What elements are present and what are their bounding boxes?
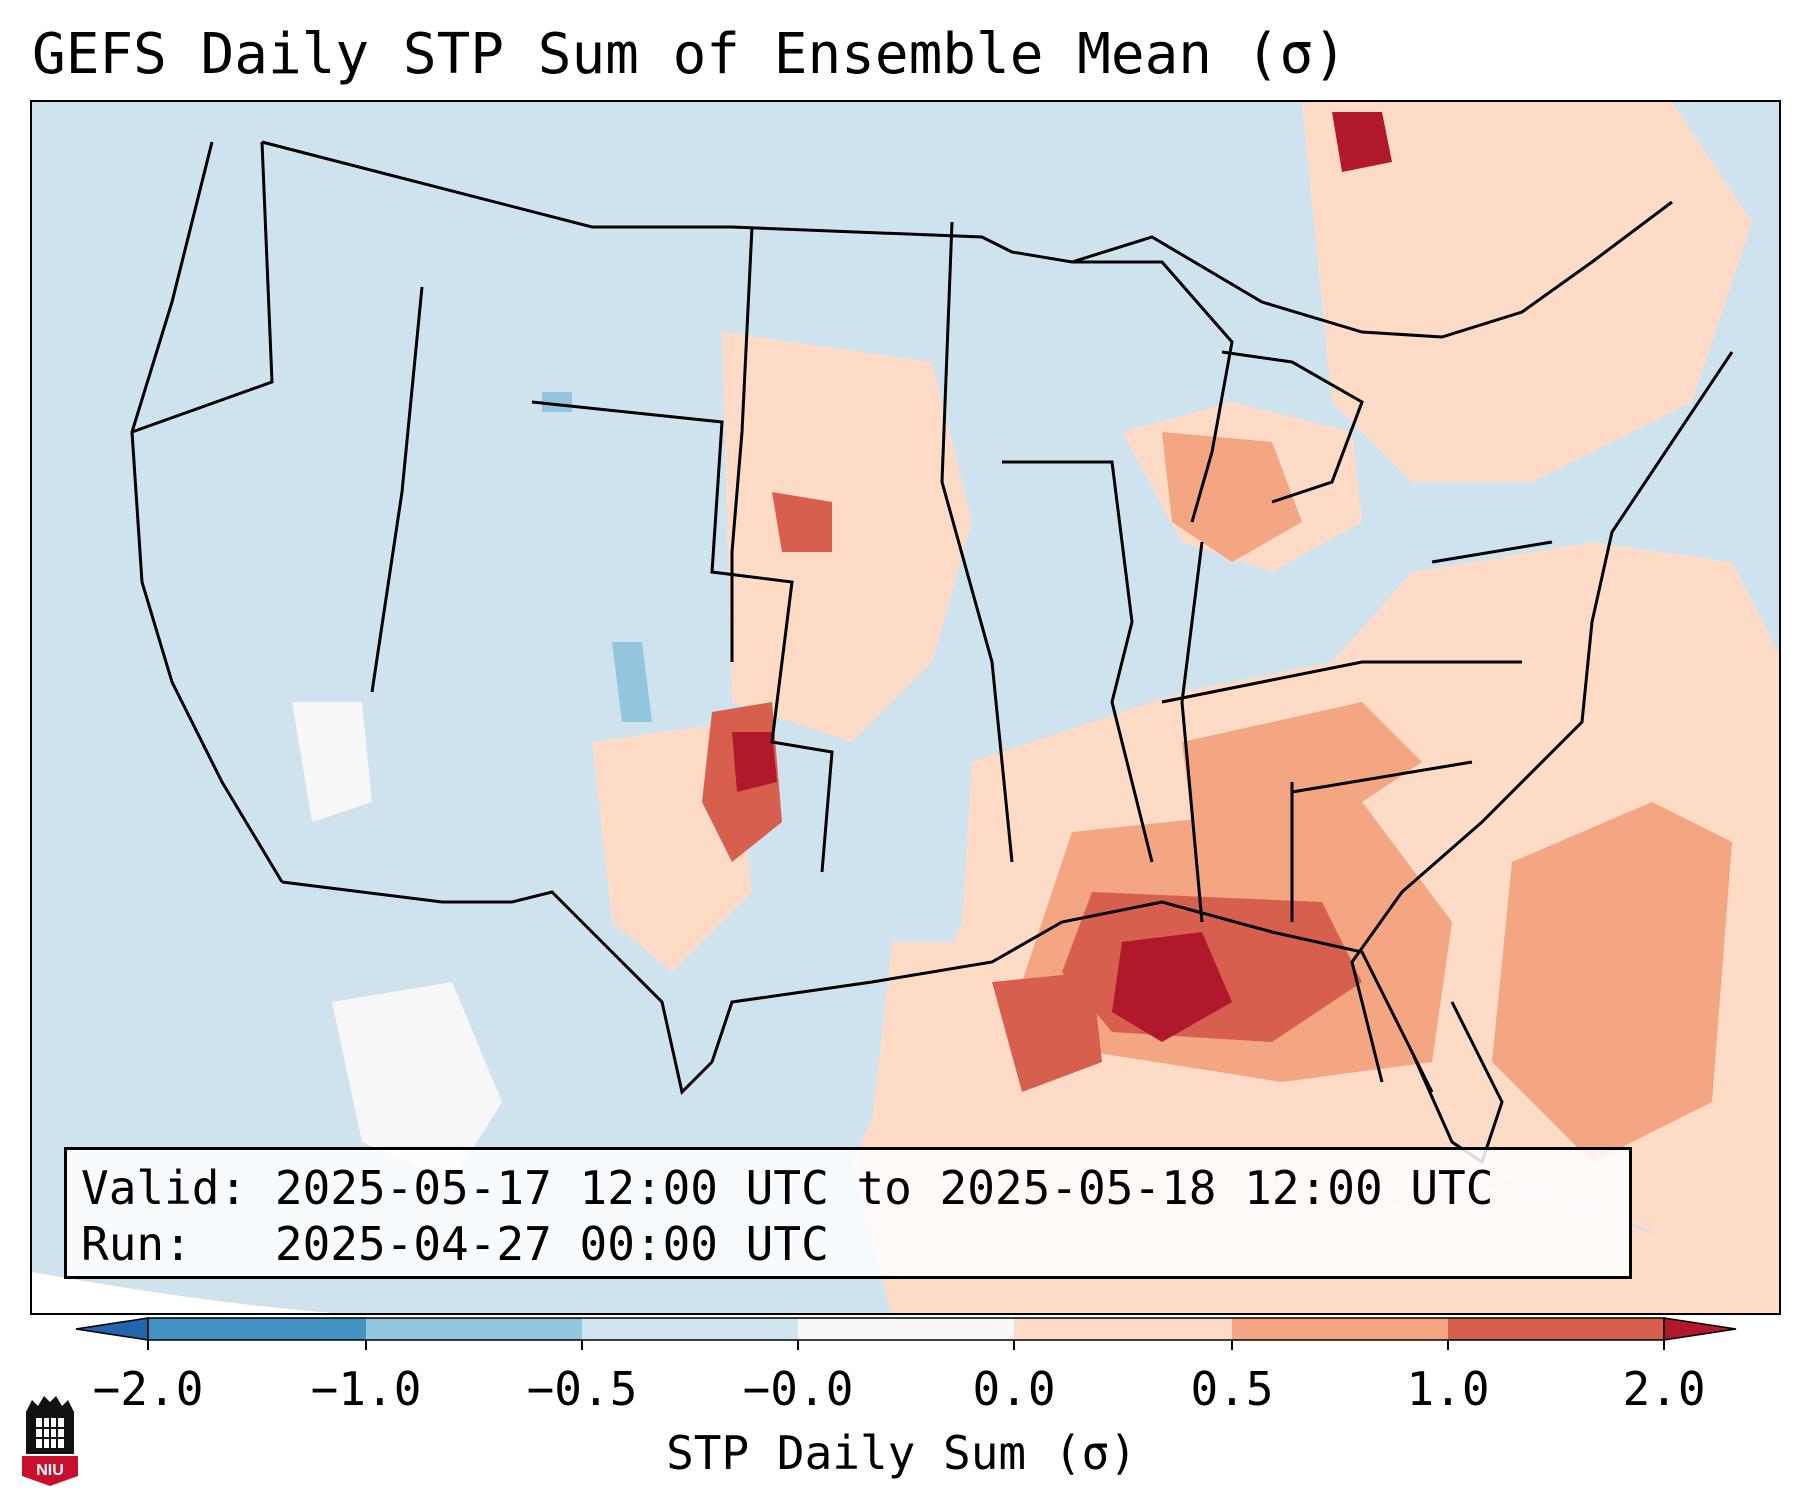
state-line-rockies [370, 286, 834, 873]
colorbar-tick-label: −2.0 [92, 1362, 204, 1416]
colorbar [75, 1317, 1737, 1350]
colorbar-outline [147, 1317, 1665, 1341]
colorbar-tick-label: −0.5 [526, 1362, 638, 1416]
run-value: 2025-04-27 00:00 UTC [274, 1217, 829, 1271]
colorbar-label: STP Daily Sum (σ) [666, 1426, 1137, 1480]
colorbar-tick-label: −0.0 [742, 1362, 854, 1416]
east-coast [1350, 351, 1734, 1083]
west-coast [130, 141, 284, 883]
valid-label: Valid: [81, 1161, 248, 1215]
colorbar-extend-high [1663, 1317, 1737, 1341]
anomaly-core-quebec [1332, 112, 1392, 172]
anomaly-area-dakotas [772, 492, 832, 552]
colorbar-tick-label: 2.0 [1622, 1362, 1706, 1416]
anomaly-area-tennessee [1182, 702, 1422, 822]
logo-shield [22, 1456, 78, 1486]
run-label: Run: [81, 1217, 192, 1271]
anomaly-zero-mexico [332, 982, 502, 1182]
validity-info-box: Valid: 2025-05-17 12:00 UTC to 2025-05-1… [64, 1147, 1632, 1279]
map-panel [30, 100, 1781, 1315]
us-canada-border [261, 140, 1673, 339]
anomaly-area-northeast [1302, 102, 1752, 482]
boundaries [130, 140, 1734, 1165]
anomaly-area-atlantic [1492, 802, 1732, 1162]
state-line-plains [730, 221, 1014, 863]
projection-edge [32, 1272, 334, 1313]
colorbar-tick-label: 0.0 [972, 1362, 1056, 1416]
colorbar-tick-label: 0.5 [1190, 1362, 1274, 1416]
us-mexico-border [281, 880, 714, 1095]
logo-text: NIU [36, 1462, 64, 1479]
anomaly-core-mississippi [1112, 932, 1232, 1042]
colorbar-segment [366, 1318, 582, 1340]
colorbar-extend-low [75, 1317, 149, 1341]
anomaly-area-louisiana [992, 972, 1102, 1092]
colorbar-tick-label: 1.0 [1406, 1362, 1490, 1416]
colorbar-segment [582, 1318, 798, 1340]
colorbar-segment [1014, 1318, 1232, 1340]
state-line-east [1161, 540, 1553, 794]
anomaly-field [292, 102, 1779, 1313]
logo-window-lines [36, 1418, 64, 1448]
valid-value: 2025-05-17 12:00 UTC to 2025-05-18 12:00… [274, 1161, 1494, 1215]
colorbar-segment [1448, 1318, 1664, 1340]
colorbar-segment [148, 1318, 366, 1340]
anomaly-negative-colorado [612, 642, 652, 722]
colorbar-segment [1232, 1318, 1448, 1340]
anomaly-zero-nevada [292, 702, 372, 822]
page-title: GEFS Daily STP Sum of Ensemble Mean (σ) [32, 22, 1347, 87]
anomaly-negative-wyoming [542, 392, 572, 412]
map-canvas [32, 102, 1779, 1313]
anomaly-core-colorado [732, 732, 777, 792]
colorbar-segment [798, 1318, 1014, 1340]
anomaly-area-plains [722, 332, 972, 742]
colorbar-tick-label: −1.0 [310, 1362, 422, 1416]
state-line-midwest [1002, 460, 1294, 923]
west-coast-northwest [131, 141, 274, 434]
gulf-coast-line [710, 900, 1434, 1093]
great-lakes [1072, 260, 1364, 523]
niu-logo: NIU [22, 1396, 78, 1486]
anomaly-area-michigan [1162, 432, 1302, 562]
